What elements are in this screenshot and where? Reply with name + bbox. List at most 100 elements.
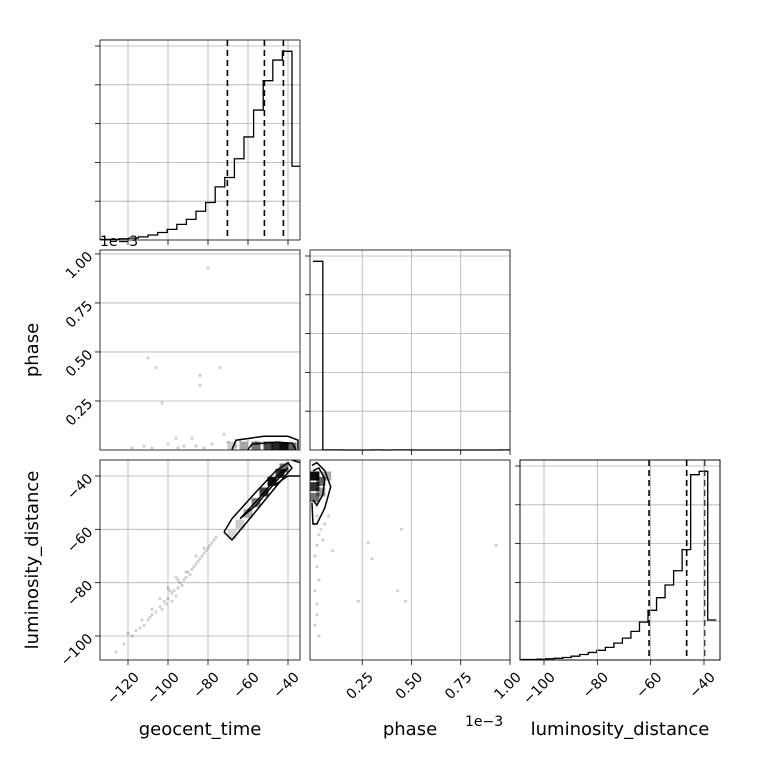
scatter-point xyxy=(315,613,319,617)
phase-x-offset-label: 1e−3 xyxy=(465,714,503,730)
density-cell xyxy=(287,442,297,450)
contour-line xyxy=(312,467,326,507)
density-cell xyxy=(227,530,237,540)
x-tick-label: 0.25 xyxy=(344,669,377,702)
axes-frame xyxy=(519,459,721,661)
density-cell xyxy=(279,463,289,473)
scatter-point xyxy=(180,583,184,587)
histogram-geocent_time xyxy=(100,50,300,241)
scatter-point xyxy=(166,586,170,590)
scatter-point xyxy=(370,557,374,561)
scatter-point xyxy=(190,436,194,440)
scatter-point xyxy=(315,602,319,606)
scatter-point xyxy=(188,573,192,577)
scatter-point xyxy=(366,541,370,545)
scatter-point xyxy=(148,615,152,619)
scatter-point xyxy=(170,591,174,595)
density-cell xyxy=(316,476,326,486)
scatter-point xyxy=(176,578,180,582)
scatter-point xyxy=(198,557,202,561)
scatter-point xyxy=(313,554,317,558)
scatter-point xyxy=(134,629,138,633)
scatter-point xyxy=(214,535,218,539)
scatter-point xyxy=(234,444,238,448)
x-tick-label: −120 xyxy=(104,669,143,708)
hist-panel-geocent_time xyxy=(95,39,301,245)
scatter-point xyxy=(396,589,400,593)
density-cell xyxy=(279,442,289,450)
scatter-point xyxy=(174,436,178,440)
scatter-point xyxy=(202,551,206,555)
density-cell xyxy=(310,471,320,481)
x-axis-label-phase: phase xyxy=(383,719,437,740)
scatter-point xyxy=(208,543,212,547)
scatter-point xyxy=(210,442,214,446)
scatter-point xyxy=(176,586,180,590)
x-tick-label: −60 xyxy=(231,669,263,701)
y-tick-label: 0.50 xyxy=(63,347,96,380)
scatter-point xyxy=(315,543,319,547)
scatter-point xyxy=(317,533,321,537)
axes-frame xyxy=(309,249,511,451)
scatter-point xyxy=(154,610,158,614)
axes-frame xyxy=(99,459,301,661)
scatter-point xyxy=(122,642,126,646)
scatter-point xyxy=(170,599,174,603)
x-tick-label: 1.00 xyxy=(491,669,524,702)
scatter-point xyxy=(400,527,404,531)
scatter-point xyxy=(200,554,204,558)
density-cell xyxy=(267,476,277,486)
density-cell xyxy=(227,441,237,450)
scatter-point xyxy=(150,446,154,450)
y-tick-label: 1.00 xyxy=(63,249,96,282)
histogram-luminosity_distance xyxy=(520,470,717,661)
scatter-point xyxy=(150,613,154,617)
density-cell xyxy=(251,441,261,450)
scatter-point xyxy=(172,589,176,593)
scatter-point xyxy=(206,546,210,550)
scatter-point xyxy=(194,444,198,448)
contour-line xyxy=(223,461,293,542)
scatter-point xyxy=(184,575,188,579)
scatter-point xyxy=(190,567,194,571)
scatter-point xyxy=(202,546,206,550)
contour-line xyxy=(291,460,300,464)
x-axis-label-luminosity_distance: luminosity_distance xyxy=(531,719,710,740)
scatter-point xyxy=(130,634,134,638)
scatter-point xyxy=(142,623,146,627)
contour-line xyxy=(247,441,297,450)
density-cell xyxy=(316,487,326,497)
scatter-panel-geocent_time-phase: 0.25 0.50 0.75 1.00 xyxy=(63,249,301,451)
scatter-point xyxy=(126,631,130,635)
scatter-point xyxy=(323,522,327,526)
scatter-point xyxy=(138,626,142,630)
scatter-point xyxy=(174,575,178,579)
scatter-point xyxy=(319,527,323,531)
scatter-point xyxy=(154,366,158,370)
scatter-point xyxy=(315,565,319,569)
scatter-point xyxy=(186,570,190,574)
scatter-point xyxy=(194,554,198,558)
scatter-point xyxy=(182,578,186,582)
panel-content xyxy=(114,460,300,654)
density-cell xyxy=(310,492,320,502)
density-cell xyxy=(263,441,273,450)
density-cell xyxy=(239,441,249,450)
scatter-point xyxy=(204,549,208,553)
scatter-point xyxy=(146,356,150,360)
scatter-point xyxy=(114,650,118,654)
x-tick-label: −40 xyxy=(271,669,303,701)
scatter-point xyxy=(182,444,186,448)
phase-y-offset-label: 1e−3 xyxy=(100,234,138,250)
scatter-point xyxy=(313,623,317,627)
y-tick-label: −60 xyxy=(64,524,96,556)
scatter-point xyxy=(403,599,408,603)
scatter-point xyxy=(194,562,198,566)
scatter-point xyxy=(321,538,325,542)
axes-frame xyxy=(99,249,301,451)
x-axis-label-geocent_time: geocent_time xyxy=(139,719,262,740)
y-tick-label: 0.25 xyxy=(63,396,96,429)
y-axis-label-phase: phase xyxy=(22,323,43,377)
density-cell xyxy=(310,482,320,492)
x-tick-label: 0.75 xyxy=(442,669,475,702)
